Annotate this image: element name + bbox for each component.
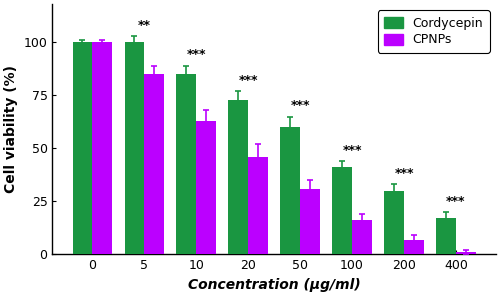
Bar bbox=[248, 157, 268, 255]
Bar bbox=[228, 99, 248, 255]
Bar bbox=[176, 74, 196, 255]
Bar bbox=[352, 221, 372, 255]
Text: ***: *** bbox=[446, 195, 466, 208]
Bar bbox=[456, 252, 475, 255]
Text: ***: *** bbox=[238, 74, 258, 87]
Text: ***: *** bbox=[342, 144, 362, 157]
Text: **: ** bbox=[138, 19, 151, 32]
X-axis label: Concentration (μg/ml): Concentration (μg/ml) bbox=[188, 278, 360, 292]
Bar bbox=[332, 168, 352, 255]
Text: ***: *** bbox=[394, 167, 414, 180]
Y-axis label: Cell viability (%): Cell viability (%) bbox=[4, 65, 18, 193]
Bar bbox=[436, 218, 456, 255]
Legend: Cordycepin, CPNPs: Cordycepin, CPNPs bbox=[378, 10, 490, 53]
Bar bbox=[300, 189, 320, 255]
Bar bbox=[124, 42, 144, 255]
Text: ***: *** bbox=[186, 49, 206, 62]
Bar bbox=[384, 191, 404, 255]
Bar bbox=[144, 74, 164, 255]
Text: ***: *** bbox=[290, 99, 310, 112]
Bar bbox=[404, 239, 423, 255]
Bar bbox=[72, 42, 92, 255]
Bar bbox=[196, 121, 216, 255]
Bar bbox=[280, 127, 300, 255]
Bar bbox=[92, 42, 112, 255]
